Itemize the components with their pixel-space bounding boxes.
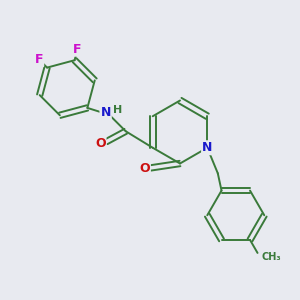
Text: N: N bbox=[202, 141, 212, 154]
Text: F: F bbox=[73, 43, 82, 56]
Text: F: F bbox=[35, 53, 43, 66]
Text: CH₃: CH₃ bbox=[261, 252, 281, 262]
Text: H: H bbox=[113, 105, 122, 115]
Text: O: O bbox=[95, 137, 106, 150]
Text: N: N bbox=[100, 106, 111, 119]
Text: O: O bbox=[139, 161, 150, 175]
